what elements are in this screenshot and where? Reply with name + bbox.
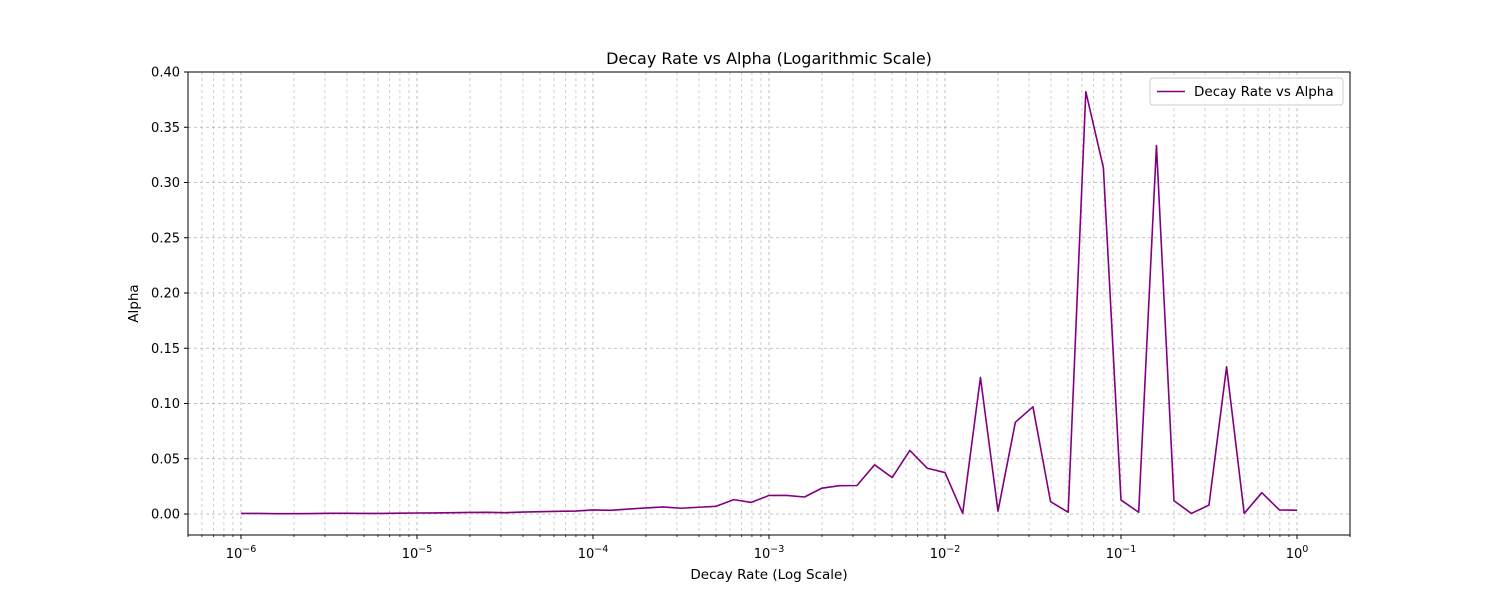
y-tick-label: 0.00	[151, 508, 180, 523]
y-tick-label: 0.20	[151, 287, 180, 302]
chart-title: Decay Rate vs Alpha (Logarithmic Scale)	[606, 49, 932, 68]
y-tick-label: 0.40	[151, 66, 180, 81]
x-axis-label: Decay Rate (Log Scale)	[690, 567, 847, 583]
axes: 0.00 0.05 0.10 0.15 0.20 0.25 0.30 0.35 0.40 10−6…	[151, 66, 1351, 562]
x-tick-label: 100	[1286, 544, 1309, 562]
y-axis-label: Alpha	[126, 284, 142, 322]
x-tick-label: 10−4	[578, 544, 609, 562]
x-tick-label: 10−1	[1106, 544, 1137, 562]
y-tick-label: 0.35	[151, 121, 180, 136]
x-tick-label: 10−6	[226, 544, 257, 562]
y-tick-label: 0.30	[151, 176, 180, 191]
legend-label: Decay Rate vs Alpha	[1194, 84, 1334, 100]
series-line-0	[240, 90, 1298, 515]
x-tick-label: 10−5	[402, 544, 433, 562]
x-tick-label: 10−3	[754, 544, 785, 562]
series-layer	[240, 90, 1298, 515]
legend: Decay Rate vs Alpha	[1149, 77, 1344, 106]
grid	[187, 71, 1351, 535]
y-tick-label: 0.05	[151, 452, 180, 467]
y-tick-label: 0.25	[151, 231, 180, 246]
legend-box	[1149, 77, 1344, 106]
y-tick-label: 0.10	[151, 397, 180, 412]
x-tick-label: 10−2	[930, 544, 961, 562]
y-tick-label: 0.15	[151, 342, 180, 357]
